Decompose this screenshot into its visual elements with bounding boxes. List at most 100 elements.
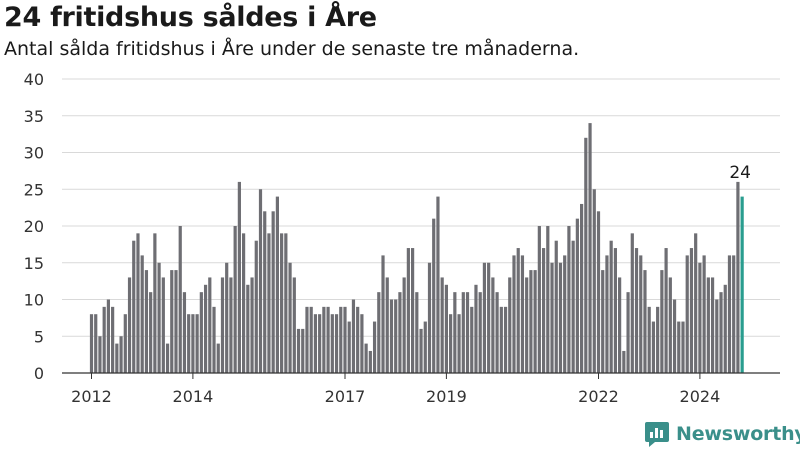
bar — [580, 203, 584, 373]
bar — [516, 248, 520, 373]
bar — [157, 262, 161, 373]
bar — [596, 211, 601, 373]
bar — [495, 292, 499, 373]
bar — [149, 292, 153, 373]
bar — [618, 277, 622, 373]
bar — [588, 123, 592, 373]
bar — [436, 196, 440, 373]
bar — [465, 292, 470, 373]
bar — [220, 277, 225, 373]
bar — [203, 284, 208, 373]
bar — [651, 321, 656, 373]
bar — [364, 343, 368, 373]
bar — [512, 255, 516, 373]
bar — [284, 233, 288, 373]
bar — [613, 248, 617, 373]
y-tick-label: 25 — [24, 180, 44, 199]
bar — [732, 255, 736, 373]
bar — [292, 277, 296, 373]
bar — [242, 233, 246, 373]
y-tick-label: 10 — [24, 291, 44, 310]
bar — [630, 233, 634, 373]
bar — [318, 314, 322, 373]
chart-title: 24 fritidshus såldes i Åre — [4, 2, 377, 33]
bar — [563, 255, 567, 373]
bar — [554, 240, 558, 373]
bar — [326, 306, 330, 373]
bar — [233, 226, 237, 373]
bar — [609, 240, 613, 373]
logo-text: Newsworthy — [676, 423, 800, 445]
bar — [487, 262, 491, 373]
bar — [546, 226, 550, 373]
bar — [111, 306, 115, 373]
bar — [372, 321, 377, 373]
bar — [529, 270, 533, 373]
bar — [123, 314, 127, 373]
bar — [288, 262, 292, 373]
bar — [550, 262, 554, 373]
bar — [736, 181, 740, 373]
x-tick-label: 2012 — [71, 387, 112, 406]
bar — [195, 314, 199, 373]
x-tick-label: 2022 — [578, 387, 619, 406]
bar — [136, 233, 140, 373]
bar — [461, 292, 465, 373]
x-tick-label: 2024 — [680, 387, 721, 406]
bar — [343, 306, 347, 373]
bar — [411, 248, 415, 373]
bar — [664, 248, 668, 373]
bar — [668, 277, 672, 373]
bar — [702, 255, 706, 373]
bar — [427, 262, 432, 373]
bar — [567, 226, 571, 373]
bar — [334, 314, 339, 373]
bar — [478, 292, 482, 373]
bar — [165, 343, 170, 373]
brand-logo[interactable]: Newsworthy — [644, 420, 800, 448]
bar — [470, 306, 474, 373]
bar — [592, 189, 596, 373]
bar — [94, 314, 98, 373]
bar — [250, 277, 254, 373]
bar — [275, 196, 279, 373]
y-tick-label: 15 — [24, 254, 44, 273]
bar — [415, 292, 419, 373]
bar — [153, 233, 157, 373]
bar — [537, 226, 541, 373]
y-tick-label: 30 — [24, 144, 44, 163]
bar — [351, 299, 356, 373]
x-tick-label: 2019 — [426, 387, 467, 406]
bar — [102, 306, 106, 373]
bar — [634, 248, 639, 373]
bar — [639, 255, 643, 373]
bar — [656, 306, 660, 373]
bar — [406, 248, 410, 373]
bar — [457, 314, 461, 373]
bar — [710, 277, 715, 373]
bar — [267, 233, 271, 373]
bar — [368, 350, 372, 373]
bar — [432, 218, 436, 373]
bar — [643, 270, 647, 373]
bar — [622, 350, 626, 373]
bar — [575, 218, 579, 373]
bar — [280, 233, 284, 373]
bar — [254, 240, 258, 373]
bar — [660, 270, 664, 373]
bar — [449, 314, 453, 373]
bar — [677, 321, 681, 373]
bar — [601, 270, 605, 373]
bar — [161, 277, 165, 373]
bar — [191, 314, 195, 373]
highlight-value-label: 24 — [729, 163, 751, 183]
bar — [339, 306, 343, 373]
bar — [626, 292, 630, 373]
bar — [398, 292, 402, 373]
y-tick-label: 5 — [34, 327, 44, 346]
bar — [474, 284, 478, 373]
bar — [508, 277, 512, 373]
bar — [229, 277, 233, 373]
bar — [672, 299, 677, 373]
bar — [301, 328, 305, 373]
